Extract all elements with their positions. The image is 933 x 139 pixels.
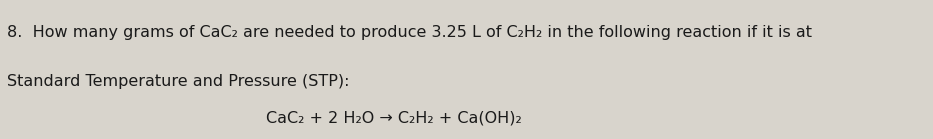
Text: CaC₂ + 2 H₂O → C₂H₂ + Ca(OH)₂: CaC₂ + 2 H₂O → C₂H₂ + Ca(OH)₂ <box>266 110 522 125</box>
Text: Standard Temperature and Pressure (STP):: Standard Temperature and Pressure (STP): <box>7 74 350 89</box>
Text: 8.  How many grams of CaC₂ are needed to produce 3.25 L of C₂H₂ in the following: 8. How many grams of CaC₂ are needed to … <box>7 25 813 40</box>
